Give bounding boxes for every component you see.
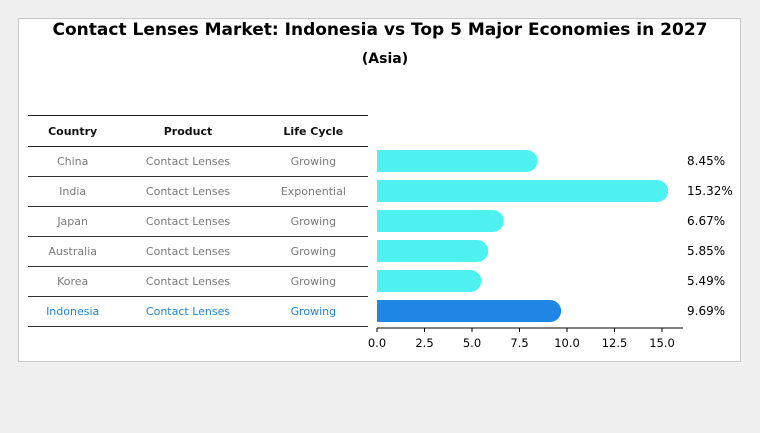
bar-edge [377, 180, 388, 202]
value-label: 5.85% [687, 244, 725, 258]
cell-life-cycle: Growing [258, 266, 368, 297]
x-tick-label: 2.5 [415, 336, 433, 350]
bar-japan [377, 210, 504, 232]
table-header-row: Country Product Life Cycle [28, 115, 368, 147]
bar-korea [377, 270, 482, 292]
bar-edge [377, 270, 388, 292]
cell-product: Contact Lenses [117, 266, 259, 297]
bar-china [377, 150, 538, 172]
cell-product: Contact Lenses [117, 146, 259, 177]
cell-life-cycle: Exponential [258, 176, 368, 207]
cell-life-cycle: Growing [258, 296, 368, 327]
cell-product: Contact Lenses [117, 296, 259, 327]
bar-edge [377, 210, 388, 232]
x-tick-label: 5.0 [463, 336, 481, 350]
market-table: Country Product Life Cycle China Contact… [28, 115, 368, 327]
bar-india [377, 180, 669, 202]
cell-product: Contact Lenses [117, 176, 259, 207]
chart-title: Contact Lenses Market: Indonesia vs Top … [52, 20, 708, 40]
value-label: 15.32% [687, 184, 733, 198]
cell-product: Contact Lenses [117, 236, 259, 267]
table-row: India Contact Lenses Exponential [28, 176, 368, 207]
value-label: 8.45% [687, 154, 725, 168]
cell-country: Australia [28, 236, 118, 267]
value-label: 6.67% [687, 214, 725, 228]
chart-subtitle: (Asia) [361, 51, 409, 67]
header-country: Country [28, 115, 118, 147]
value-label: 9.69% [687, 304, 725, 318]
x-tick-label: 0.0 [368, 336, 386, 350]
table-row: Korea Contact Lenses Growing [28, 266, 368, 297]
x-tick-label: 7.5 [510, 336, 528, 350]
bar-indonesia [377, 300, 562, 322]
bar-edge [377, 300, 388, 322]
x-tick-label: 12.5 [602, 336, 628, 350]
cell-country: Japan [28, 206, 118, 237]
bar-australia [377, 240, 489, 262]
table-row: China Contact Lenses Growing [28, 146, 368, 177]
bar-edge [377, 150, 388, 172]
table-row-highlight: Indonesia Contact Lenses Growing [28, 296, 368, 327]
cell-country: India [28, 176, 118, 207]
cell-country: Indonesia [28, 296, 118, 327]
x-tick-label: 10.0 [554, 336, 580, 350]
value-label: 5.49% [687, 274, 725, 288]
cell-country: China [28, 146, 118, 177]
cell-country: Korea [28, 266, 118, 297]
header-product: Product [117, 115, 259, 147]
header-life-cycle: Life Cycle [258, 115, 368, 147]
cell-life-cycle: Growing [258, 146, 368, 177]
cell-life-cycle: Growing [258, 206, 368, 237]
cell-life-cycle: Growing [258, 236, 368, 267]
x-tick-label: 15.0 [649, 336, 675, 350]
cell-product: Contact Lenses [117, 206, 259, 237]
table-row: Japan Contact Lenses Growing [28, 206, 368, 237]
bar-edge [377, 240, 388, 262]
table-row: Australia Contact Lenses Growing [28, 236, 368, 267]
